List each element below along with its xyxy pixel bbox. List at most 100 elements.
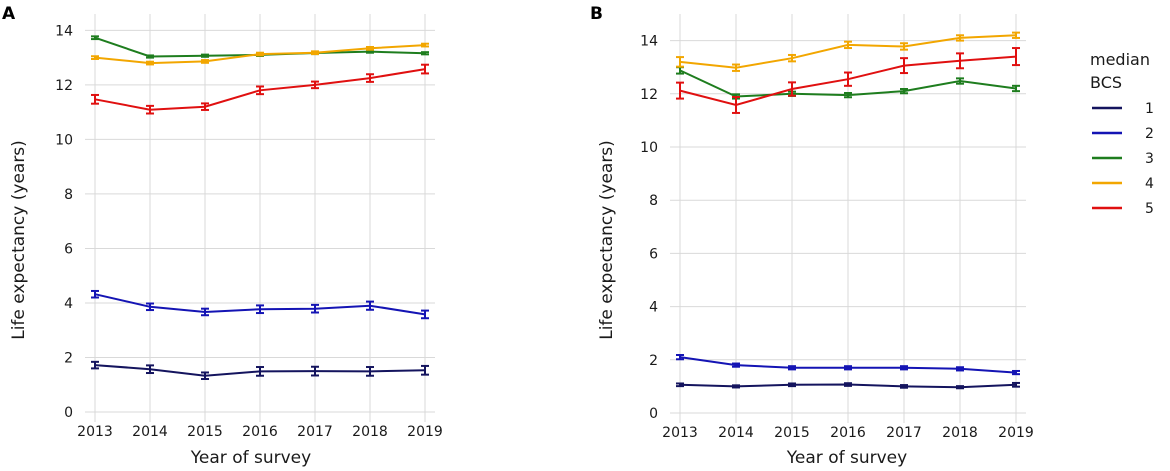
panel-a-y-tick-label: 6 (64, 241, 73, 257)
legend-title-line2: BCS (1090, 73, 1122, 92)
panel-b-y-axis-title: Life expectancy (years) (597, 140, 617, 340)
panel-b-series-1 (676, 381, 1020, 390)
panel-b-x-tick-label: 2015 (774, 425, 810, 441)
panel-a-series-2-error-bar (201, 307, 209, 317)
panel-b-series-4-error-bar (900, 42, 908, 51)
panel-b-y-ticks: 0 2 4 6 8 10 12 14 (640, 34, 658, 422)
panel-b-x-ticks: 2013 2014 2015 2016 2017 2018 2019 (662, 425, 1034, 441)
panel-b-y-tick-label: 6 (649, 246, 658, 262)
panel-b-series-2-error-bar (1012, 369, 1020, 376)
panel-b-series-5-error-bar (732, 95, 740, 114)
panel-b-series-4-error-bar (732, 63, 740, 72)
legend-item-5: 5 (1092, 201, 1154, 217)
panel-b-series-3-error-bar (1012, 84, 1020, 93)
panel-a-x-tick-label: 2014 (132, 424, 168, 440)
panel-b-series-2-error-bar (900, 365, 908, 371)
panel-a-series-3-error-bar (421, 51, 429, 56)
panel-a-series-5-error-bar (366, 73, 374, 83)
panel-a-series-2 (91, 289, 429, 320)
legend-label: 5 (1145, 201, 1154, 217)
panel-b-series-1-error-bar (788, 382, 796, 388)
panel-b-series-3-error-bar (676, 66, 684, 75)
panel-b-series-5-error-bar (900, 57, 908, 75)
panel-b-series-2-error-bar (788, 365, 796, 371)
panel-b-y-tick-label: 12 (640, 87, 658, 103)
panel-a-series-1-error-bar (311, 365, 319, 377)
panel-a-series-4-error-bar (366, 45, 374, 51)
panel-a-y-tick-label: 8 (64, 187, 73, 203)
panel-b-x-tick-label: 2018 (942, 425, 978, 441)
panel-a-y-axis-title: Life expectancy (years) (9, 140, 29, 340)
panel-b-series-5-error-bar (788, 81, 796, 97)
panel-a-series-5-error-bar (201, 102, 209, 111)
panel-b-x-tick-label: 2014 (718, 425, 754, 441)
panel-b-y-tick-label: 2 (649, 353, 658, 369)
panel-a-x-tick-label: 2015 (187, 424, 223, 440)
panel-b-series-2-error-bar (844, 365, 852, 371)
panel-b-series-3-error-bar (844, 92, 852, 99)
legend-label: 2 (1145, 126, 1154, 142)
panel-a-series-5-error-bar (146, 104, 154, 115)
panel-a-x-tick-label: 2017 (297, 424, 333, 440)
panel-a-series-4-error-bar (311, 50, 319, 56)
panel-a-y-tick-label: 4 (64, 296, 73, 312)
panel-a-series-1-error-bar (146, 364, 154, 375)
panel-a-y-tick-label: 12 (55, 78, 73, 94)
panel-label-a: A (2, 4, 16, 24)
panel-a-series-4-error-bar (146, 60, 154, 66)
legend-item-1: 1 (1092, 101, 1154, 117)
panel-a-y-ticks: 0 2 4 6 8 10 12 14 (55, 23, 73, 421)
panel-b-plot (676, 31, 1020, 390)
panel-a-series-1-error-bar (201, 371, 209, 381)
panel-b-x-axis-title: Year of survey (786, 448, 907, 468)
panel-b-x-tick-label: 2019 (998, 425, 1034, 441)
panel-a-x-axis-title: Year of survey (190, 448, 311, 468)
panel-a-series-2-error-bar (421, 309, 429, 320)
legend-label: 3 (1145, 151, 1154, 167)
legend-item-4: 4 (1092, 176, 1154, 192)
panel-a-series-3-error-bar (201, 53, 209, 58)
panel-a-series-5-error-bar (91, 93, 99, 105)
panel-b-x-tick-label: 2017 (886, 425, 922, 441)
panel-b-series-5-error-bar (956, 52, 964, 70)
panel-a-series-1 (91, 360, 429, 381)
panel-a-series-4-error-bar (421, 42, 429, 48)
panel-b-series-4-error-bar (788, 53, 796, 63)
panel-b-series-2-error-bar (732, 362, 740, 368)
panel-b-y-tick-label: 8 (649, 193, 658, 209)
panel-a-series-3-error-bar (146, 54, 154, 59)
panel-b-series-4-error-bar (676, 56, 684, 68)
panel-b-series-1-error-bar (844, 382, 852, 387)
panel-a-x-tick-label: 2018 (352, 424, 388, 440)
legend-label: 1 (1145, 101, 1154, 117)
legend-item-2: 2 (1092, 126, 1154, 142)
panel-a-series-1-error-bar (256, 366, 264, 377)
panel-a-series-4-error-bar (91, 55, 99, 60)
panel-a-y-tick-label: 14 (55, 23, 73, 39)
panel-a-series-1-error-bar (366, 366, 374, 377)
legend-title-line1: median (1090, 50, 1150, 69)
legend-items: 1 2 3 4 5 (1092, 101, 1154, 217)
panel-a-series-5-error-bar (311, 80, 319, 90)
panel-b-series-4-error-bar (956, 34, 964, 42)
panel-b-series-4-error-bar (844, 40, 852, 50)
legend-item-3: 3 (1092, 151, 1154, 167)
panel-a-y-tick-label: 2 (64, 350, 73, 366)
panel-a-x-tick-label: 2016 (242, 424, 278, 440)
panel-b-y-tick-label: 0 (649, 406, 658, 422)
panel-b-series-5-error-bar (1012, 47, 1020, 67)
panel-a-series-4-error-bar (256, 51, 264, 57)
panel-b-series-5-error-bar (676, 81, 684, 100)
panel-a-y-tick-label: 10 (55, 132, 73, 148)
panel-b-series-1-error-bar (900, 384, 908, 389)
panel-b-series-1-error-bar (732, 384, 740, 389)
panel-a-x-ticks: 2013 2014 2015 2016 2017 2018 2019 (77, 424, 443, 440)
panel-b-series-4-error-bar (1012, 31, 1020, 39)
panel-b-x-tick-label: 2013 (662, 425, 698, 441)
panel-b-series-3-error-bar (956, 77, 964, 85)
panel-a-plot (91, 35, 429, 381)
panel-b-series-2-error-bar (676, 354, 684, 361)
